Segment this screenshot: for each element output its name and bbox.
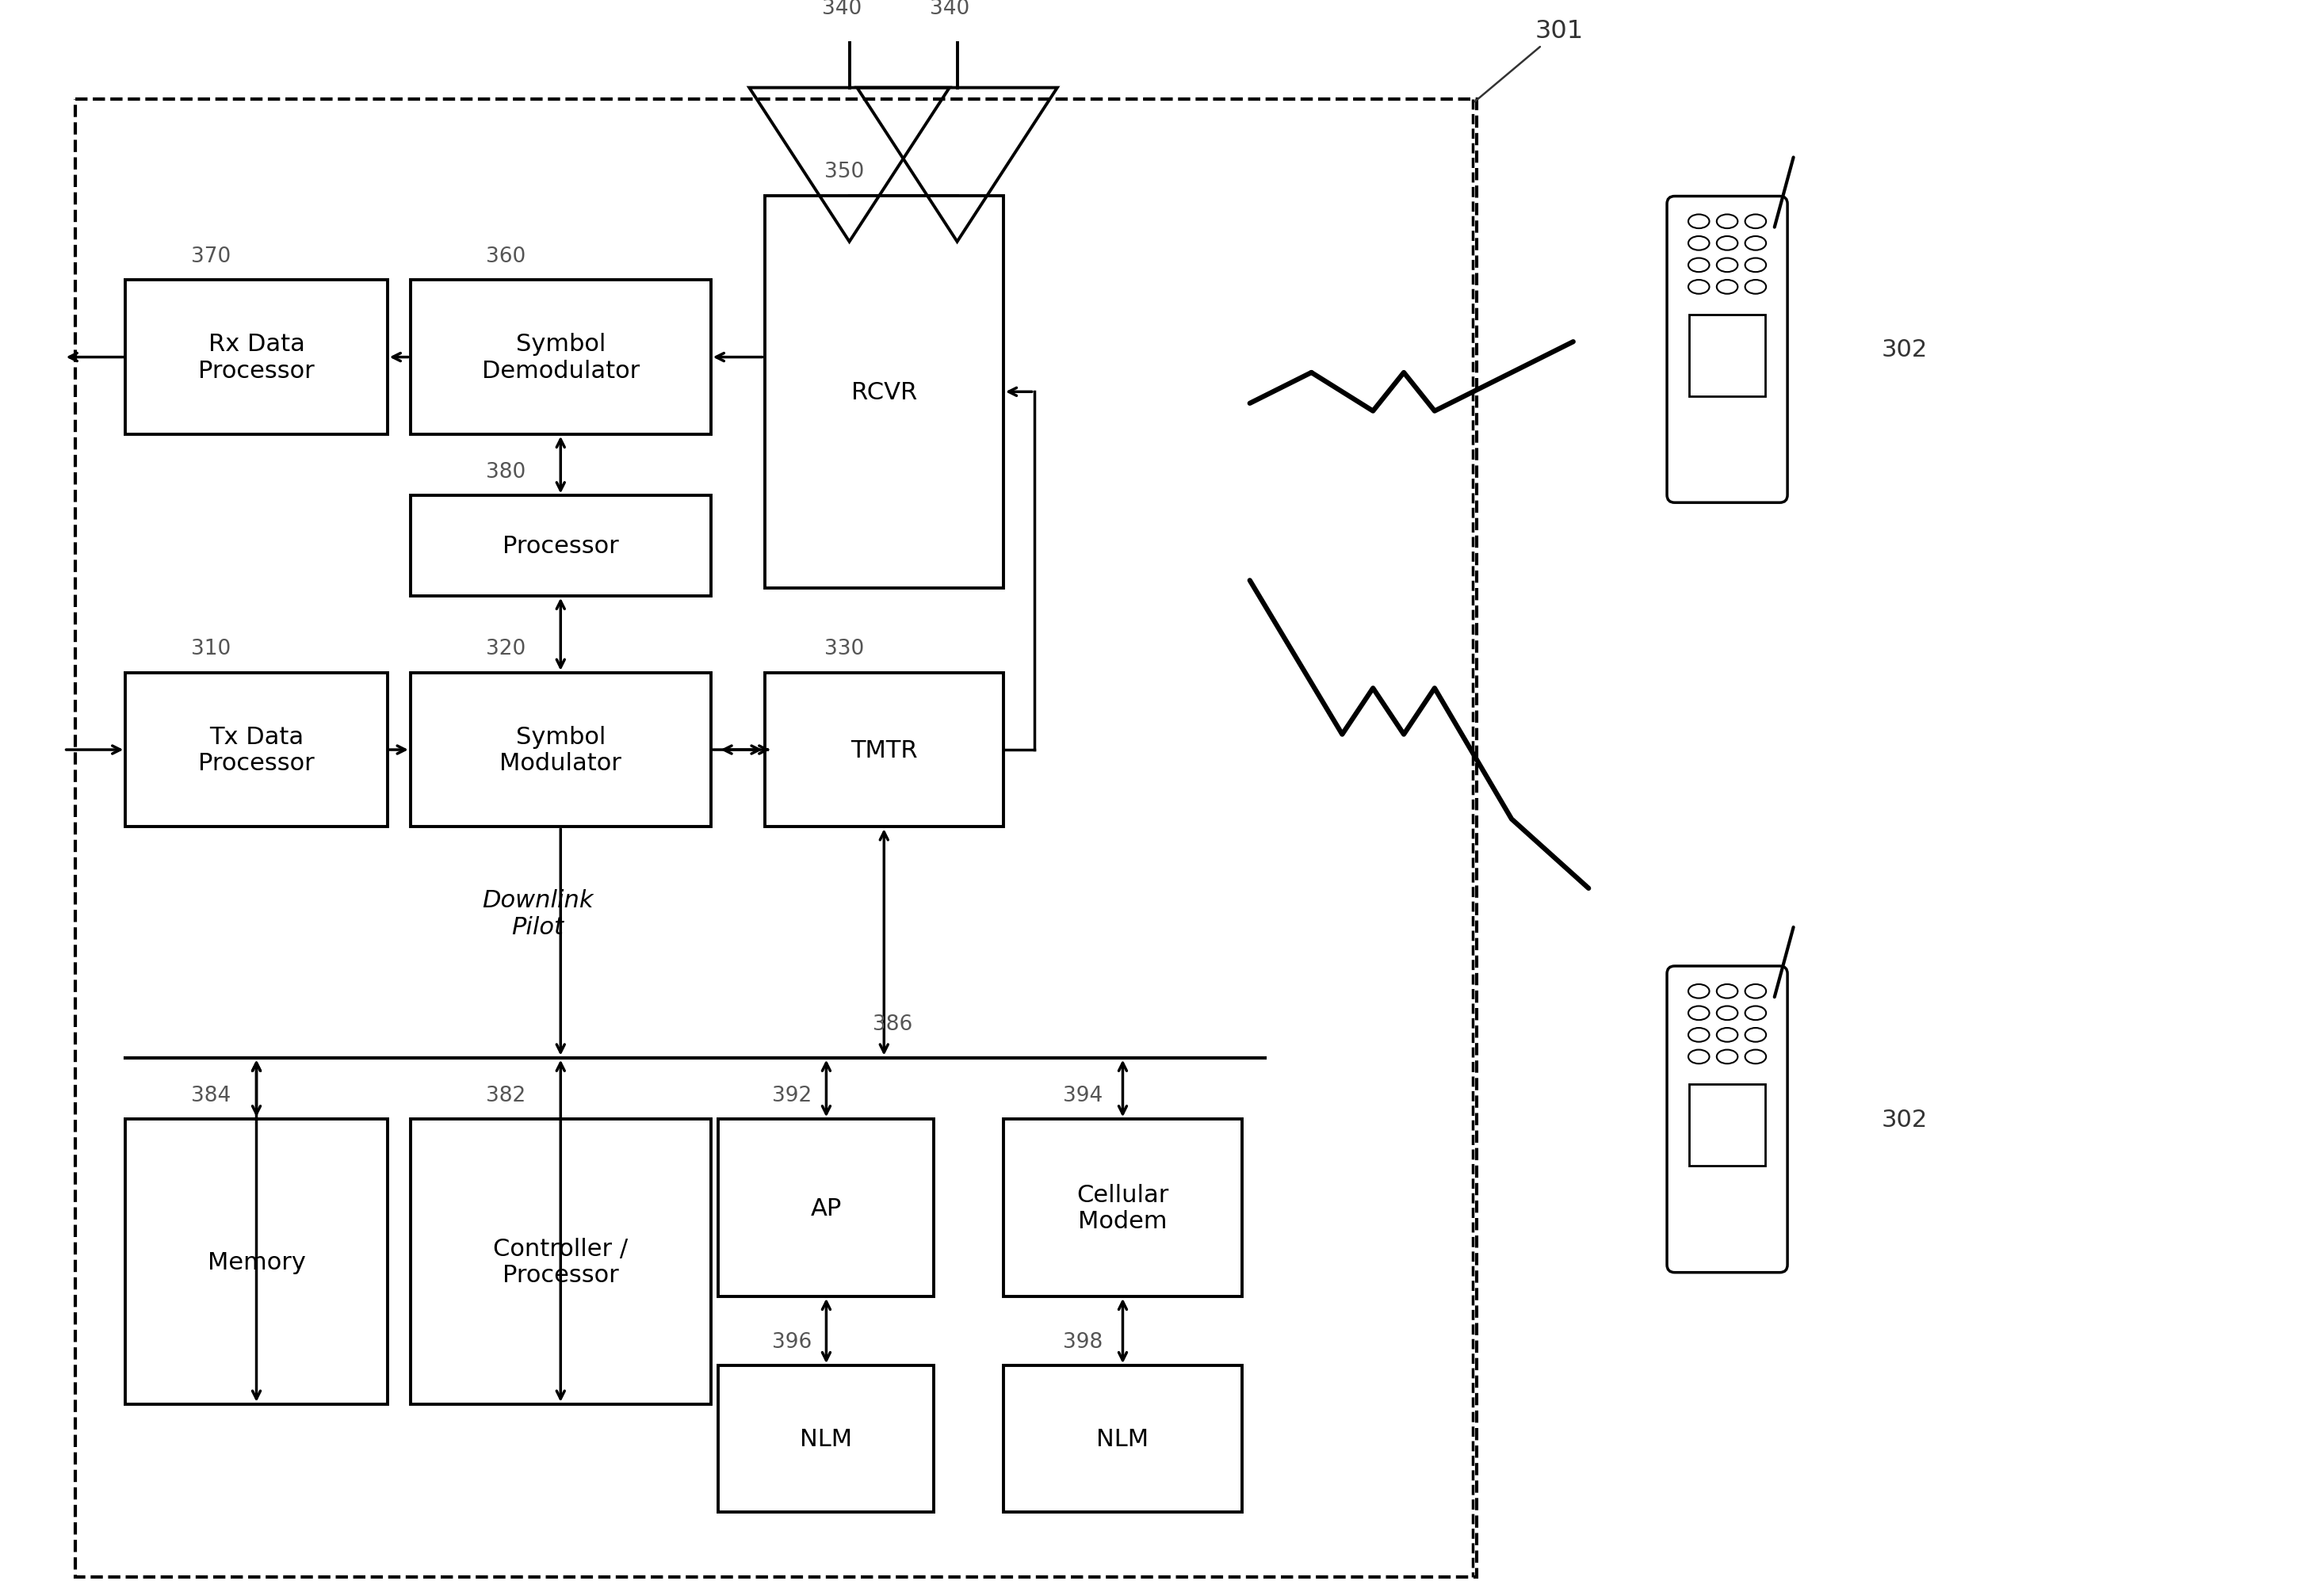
Text: 330: 330 [825, 638, 865, 659]
Text: 382: 382 [486, 1085, 525, 1106]
Ellipse shape [1745, 985, 1766, 999]
Ellipse shape [1717, 985, 1738, 999]
Text: 340: 340 [930, 0, 969, 19]
Ellipse shape [1717, 215, 1738, 228]
Text: 370: 370 [191, 246, 230, 267]
Ellipse shape [1745, 1007, 1766, 1020]
Text: Controller /
Processor: Controller / Processor [493, 1237, 627, 1286]
Text: AP: AP [811, 1197, 841, 1219]
Text: 310: 310 [191, 638, 230, 659]
Text: Symbol
Modulator: Symbol Modulator [500, 725, 621, 776]
Bar [1004, 1366, 1241, 1511]
Bar [718, 1119, 934, 1296]
Bar [411, 1119, 711, 1404]
Ellipse shape [1687, 281, 1710, 294]
Bar [125, 281, 388, 434]
Ellipse shape [1687, 1028, 1710, 1042]
Text: 396: 396 [772, 1331, 811, 1352]
Bar [411, 674, 711, 827]
Text: 398: 398 [1062, 1331, 1104, 1352]
Text: 394: 394 [1062, 1085, 1104, 1106]
Text: 360: 360 [486, 246, 525, 267]
Text: Downlink
Pilot: Downlink Pilot [481, 889, 593, 938]
FancyBboxPatch shape [1666, 966, 1787, 1272]
Bar [411, 496, 711, 597]
Bar [1004, 1119, 1241, 1296]
Text: Symbol
Demodulator: Symbol Demodulator [481, 334, 639, 383]
Text: Rx Data
Processor: Rx Data Processor [198, 334, 314, 383]
Text: 301: 301 [1476, 19, 1583, 102]
Text: Memory: Memory [207, 1250, 304, 1274]
Text: Cellular
Modem: Cellular Modem [1076, 1183, 1169, 1232]
Text: 320: 320 [486, 638, 525, 659]
Bar [74, 101, 1478, 1577]
Text: Processor: Processor [502, 535, 618, 557]
Ellipse shape [1745, 215, 1766, 228]
Text: NLM: NLM [1097, 1427, 1148, 1451]
Ellipse shape [1687, 1007, 1710, 1020]
Text: 380: 380 [486, 461, 525, 482]
Ellipse shape [1687, 215, 1710, 228]
Bar [1690, 314, 1764, 396]
Ellipse shape [1745, 281, 1766, 294]
Ellipse shape [1717, 1028, 1738, 1042]
Bar [411, 281, 711, 434]
Text: 302: 302 [1880, 338, 1927, 361]
Ellipse shape [1745, 1050, 1766, 1065]
Ellipse shape [1687, 1050, 1710, 1065]
Ellipse shape [1687, 236, 1710, 251]
Bar [765, 674, 1004, 827]
Text: 392: 392 [772, 1085, 811, 1106]
Text: Tx Data
Processor: Tx Data Processor [198, 725, 314, 776]
Bar [125, 674, 388, 827]
Ellipse shape [1717, 281, 1738, 294]
Ellipse shape [1745, 1028, 1766, 1042]
Text: 350: 350 [825, 161, 865, 182]
Text: NLM: NLM [799, 1427, 853, 1451]
Ellipse shape [1687, 259, 1710, 273]
Text: 340: 340 [823, 0, 862, 19]
Text: RCVR: RCVR [851, 381, 918, 404]
Text: 302: 302 [1880, 1108, 1927, 1132]
Text: 384: 384 [191, 1085, 230, 1106]
Ellipse shape [1717, 1050, 1738, 1065]
FancyBboxPatch shape [1666, 196, 1787, 503]
Ellipse shape [1687, 985, 1710, 999]
Bar [718, 1366, 934, 1511]
Ellipse shape [1745, 236, 1766, 251]
Ellipse shape [1745, 259, 1766, 273]
Bar [125, 1119, 388, 1404]
Ellipse shape [1717, 1007, 1738, 1020]
Ellipse shape [1717, 236, 1738, 251]
Text: TMTR: TMTR [851, 739, 918, 761]
Bar [765, 196, 1004, 589]
Ellipse shape [1717, 259, 1738, 273]
Text: 386: 386 [872, 1013, 913, 1034]
Bar [1690, 1085, 1764, 1167]
